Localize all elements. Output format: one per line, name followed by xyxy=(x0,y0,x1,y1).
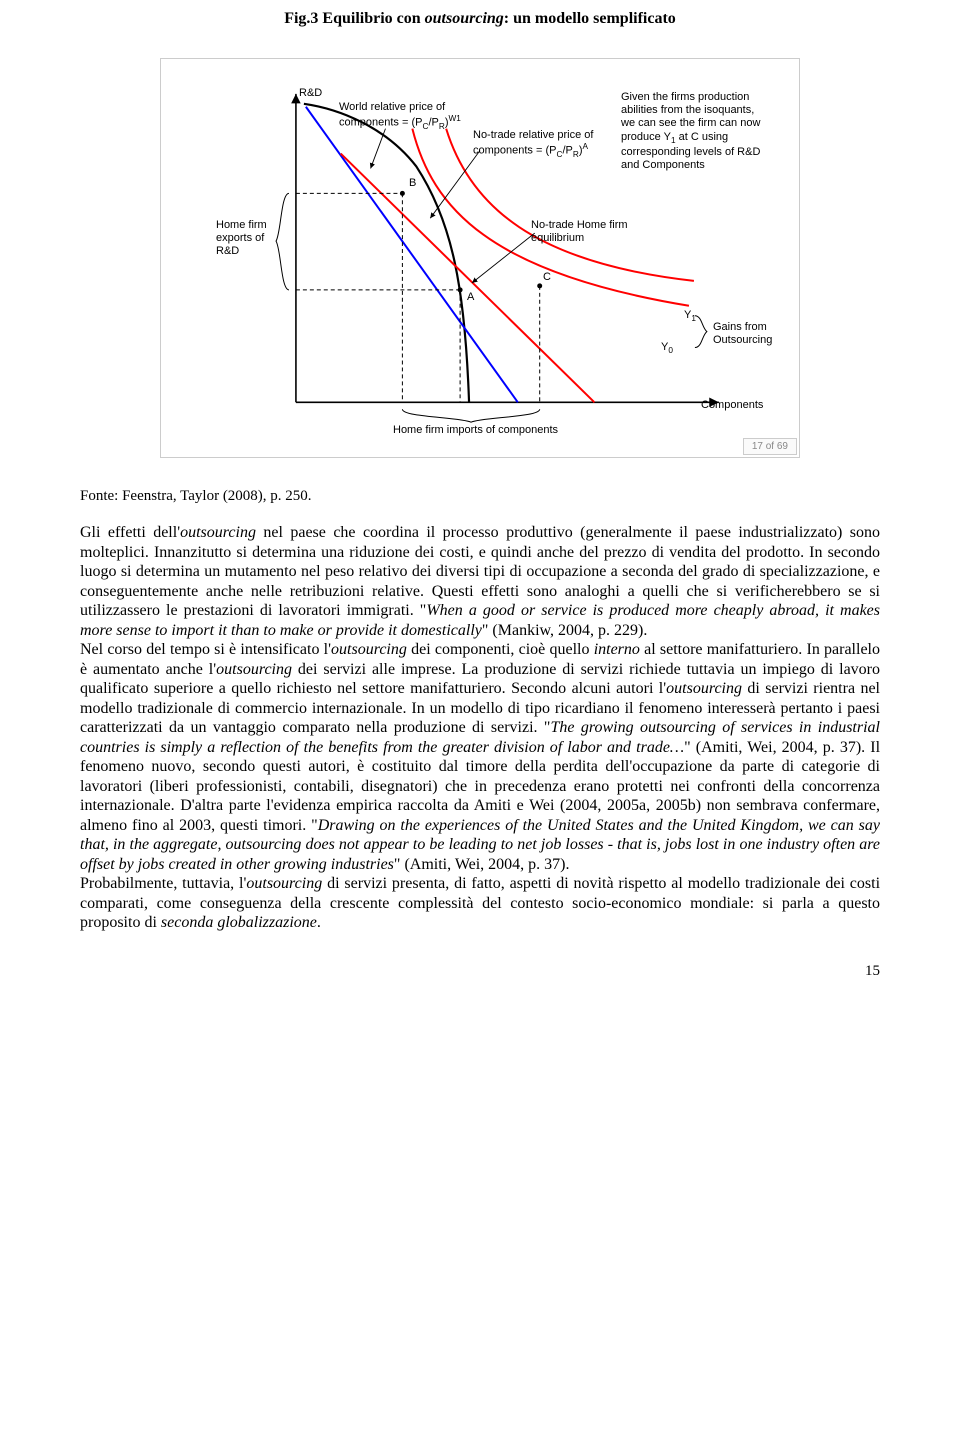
gains-brace xyxy=(695,316,707,348)
p1-a: Gli effetti dell' xyxy=(80,524,180,541)
point-c-label: C xyxy=(543,271,551,284)
ppf-curve xyxy=(304,104,469,403)
no-trade-price-callout-arrow xyxy=(430,151,480,219)
given-firms-label: Given the firms productionabilities from… xyxy=(621,91,791,172)
p3-e: . xyxy=(317,914,321,931)
y-axis-label: R&D xyxy=(299,87,322,100)
p2-a: Nel corso del tempo si è intensificato l… xyxy=(80,641,331,658)
point-c-marker xyxy=(537,283,542,288)
p1-e: " (Mankiw, 2004, p. 229). xyxy=(482,622,647,639)
imports-brace xyxy=(402,409,539,422)
point-b-label: B xyxy=(409,177,416,190)
p3-a: Probabilmente, tuttavia, l' xyxy=(80,875,246,892)
page-number: 15 xyxy=(80,963,880,980)
body-text: Gli effetti dell'outsourcing nel paese c… xyxy=(80,523,880,933)
p2-h: outsourcing xyxy=(666,680,742,697)
figure-title-suffix: : un modello semplificato xyxy=(504,10,676,27)
point-a-marker xyxy=(458,287,463,292)
p2-c: dei componenti, cioè quello xyxy=(407,641,594,658)
p2-m: " (Amiti, Wei, 2004, p. 37). xyxy=(394,856,570,873)
figure-title: Fig.3 Equilibrio con outsourcing: un mod… xyxy=(80,10,880,28)
x-axis-label: Components xyxy=(701,399,763,412)
y0-label: Y0 xyxy=(661,341,673,356)
no-trade-price-label: No-trade relative price ofcomponents = (… xyxy=(473,129,633,160)
figure-source: Fonte: Feenstra, Taylor (2008), p. 250. xyxy=(80,488,880,505)
no-trade-eq-label: No-trade Home firmequilibrium xyxy=(531,219,651,245)
no-trade-eq-callout-arrow xyxy=(472,233,535,283)
world-price-callout-arrow xyxy=(371,129,386,169)
figure-title-prefix: Fig.3 Equilibrio con xyxy=(284,10,424,27)
world-price-label: World relative price ofcomponents = (PC/… xyxy=(339,101,499,132)
y1-label: Y1 xyxy=(684,309,696,324)
p3-b: outsourcing xyxy=(246,875,322,892)
point-b-marker xyxy=(400,191,405,196)
gains-label: Gains fromOutsourcing xyxy=(713,321,793,347)
home-exports-label: Home firmexports ofR&D xyxy=(216,219,286,259)
home-imports-label: Home firm imports of components xyxy=(393,424,558,437)
outsourcing-equilibrium-chart: R&D World relative price ofcomponents = … xyxy=(160,58,800,458)
point-a-label: A xyxy=(467,291,474,304)
p2-d: interno xyxy=(594,641,640,658)
p2-b: outsourcing xyxy=(331,641,407,658)
slide-page-badge: 17 of 69 xyxy=(743,438,797,455)
p3-d: seconda globalizzazione xyxy=(161,914,317,931)
p2-f: outsourcing xyxy=(216,661,292,678)
figure-title-italic: outsourcing xyxy=(425,10,504,27)
p1-b: outsourcing xyxy=(180,524,256,541)
